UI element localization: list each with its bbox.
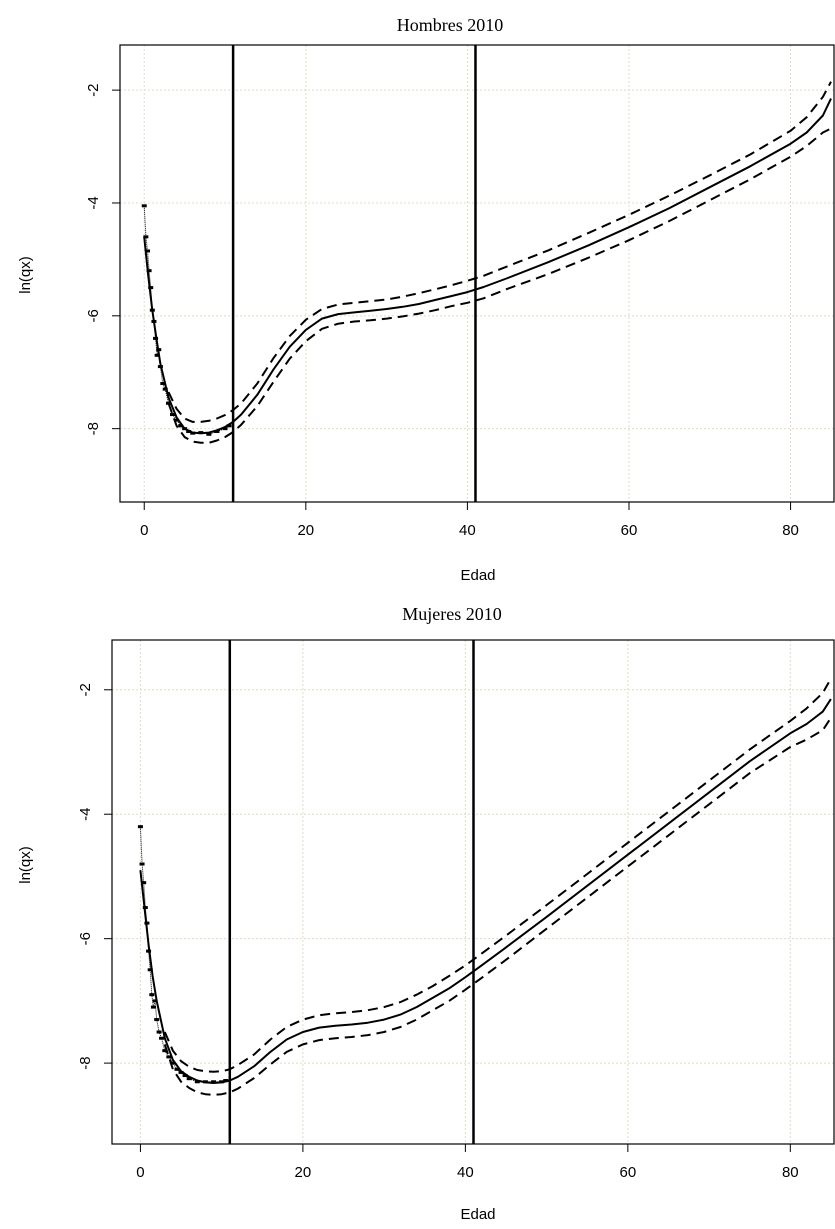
confidence-band-line (167, 127, 832, 444)
chart-panel-mujeres: Mujeres 2010 Edad ln(qx) 0 20 40 60 80 -2 -4 -6… (17, 604, 835, 1223)
y-tick-label: -2 (77, 683, 94, 696)
observed-point (186, 1077, 192, 1081)
x-tick-label: 0 (140, 522, 148, 539)
y-tick-label: -6 (77, 932, 94, 945)
observed-point (223, 1079, 229, 1083)
x-tick-label: 40 (459, 522, 476, 539)
chart-panel-hombres: Hombres 2010 Edad ln(qx) 0 20 40 60 80 -2 -4 -6… (17, 15, 835, 584)
observed-point (156, 348, 162, 352)
y-tick-label: -4 (77, 808, 94, 821)
y-axis-label: ln(qx) (17, 256, 34, 294)
observed-point (141, 204, 147, 208)
y-tick-label: -6 (85, 309, 102, 322)
observed-point (144, 249, 150, 253)
x-axis-label: Edad (460, 567, 495, 584)
x-tick-label: 60 (620, 1164, 637, 1181)
y-tick-label: -2 (85, 83, 102, 96)
observed-point (226, 424, 232, 428)
observed-point (170, 1061, 176, 1065)
observed-point (152, 999, 158, 1003)
confidence-band-line (167, 81, 832, 423)
y-axis-label: ln(qx) (17, 846, 34, 884)
x-tick-label: 80 (782, 1164, 799, 1181)
observed-point (219, 1080, 225, 1084)
fitted-line (139, 698, 832, 1084)
x-tick-label: 60 (621, 522, 638, 539)
observed-point (166, 1055, 172, 1059)
x-axis-label: Edad (460, 1206, 495, 1223)
observed-point (153, 336, 159, 340)
chart-title: Mujeres 2010 (402, 604, 501, 624)
x-tick-label: 20 (297, 522, 314, 539)
x-tick-label: 40 (457, 1164, 474, 1181)
x-tick-label: 20 (295, 1164, 312, 1181)
chart-title: Hombres 2010 (397, 15, 504, 35)
observed-point (214, 429, 220, 433)
fitted-line (143, 98, 832, 435)
observed-point (146, 269, 152, 273)
plot-frame (119, 44, 835, 503)
confidence-band-line (163, 678, 832, 1073)
x-tick-label: 0 (136, 1164, 144, 1181)
y-tick-label: -8 (85, 422, 102, 435)
observed-point (206, 432, 212, 436)
observed-point (147, 968, 153, 972)
y-tick-label: -4 (85, 196, 102, 209)
observed-point (139, 862, 145, 866)
observed-point (178, 1070, 184, 1074)
observed-line (139, 826, 226, 1083)
observed-point (143, 235, 149, 239)
x-tick-label: 80 (782, 522, 799, 539)
observed-point (174, 418, 180, 422)
observed-line (143, 205, 230, 435)
observed-point (137, 825, 143, 829)
y-tick-label: -8 (77, 1056, 94, 1069)
confidence-band-line (163, 717, 832, 1096)
observed-point (159, 1036, 165, 1040)
observed-point (142, 906, 148, 910)
observed-point (182, 427, 188, 431)
